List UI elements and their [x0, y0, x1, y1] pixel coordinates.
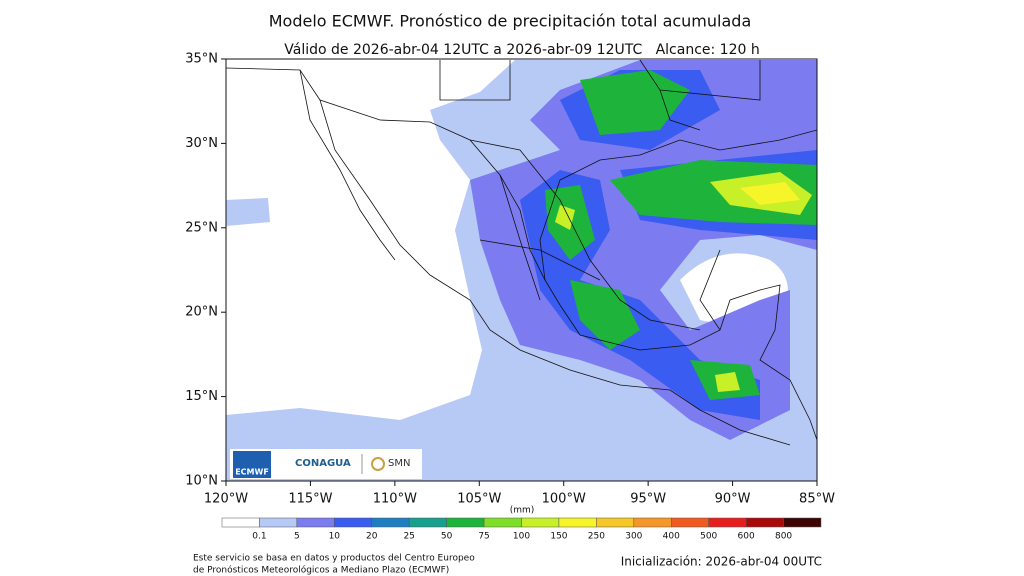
colorbar-label: 25	[403, 532, 414, 542]
initialization: Inicialización: 2026-abr-04 00UTC	[621, 555, 822, 569]
colorbar-label: 50	[441, 532, 453, 542]
colorbar-label: 300	[625, 532, 642, 542]
colorbar-label: 150	[550, 532, 567, 542]
colorbar-swatch	[221, 517, 260, 528]
x-tick-label: 95°W	[630, 492, 666, 507]
colorbar-label: 800	[775, 532, 792, 542]
colorbar-swatch	[708, 517, 747, 528]
y-tick-label: 25°N	[185, 220, 218, 235]
logo-smn: SMN	[388, 458, 410, 469]
colorbar-swatch	[296, 517, 335, 528]
colorbar-label: 5	[294, 532, 300, 542]
colorbar-label: 0.1	[252, 532, 266, 542]
colorbar-swatch	[596, 517, 635, 528]
colorbar-swatch	[558, 517, 597, 528]
subtitle: Válido de 2026-abr-04 12UTC a 2026-abr-0…	[284, 42, 759, 58]
colorbar-label: 75	[478, 532, 489, 542]
y-tick-label: 20°N	[185, 305, 218, 320]
colorbar-swatch	[259, 517, 298, 528]
colorbar-swatch	[633, 517, 672, 528]
y-tick-label: 30°N	[185, 136, 218, 151]
y-tick-label: 15°N	[185, 389, 218, 404]
x-tick-label: 90°W	[715, 492, 751, 507]
logos: ECMWF CONAGUA SMN	[230, 449, 422, 479]
x-tick-label: 120°W	[204, 492, 248, 507]
logo-ecmwf: ECMWF	[235, 468, 269, 477]
colorbar-swatch	[745, 517, 784, 528]
colorbar-swatch	[483, 517, 522, 528]
colorbar-swatch	[371, 517, 410, 528]
colorbar-label: 10	[329, 532, 341, 542]
colorbar-swatch	[334, 517, 372, 528]
colorbar-label: 400	[663, 532, 680, 542]
x-tick-label: 100°W	[542, 492, 586, 507]
footer-line: Este servicio se basa en datos y product…	[193, 554, 475, 564]
y-tick-label: 35°N	[185, 52, 218, 67]
colorbar-swatch	[783, 517, 822, 528]
colorbar-swatch	[521, 517, 560, 528]
colorbar-swatch	[408, 517, 447, 528]
x-tick-label: 105°W	[457, 492, 501, 507]
colorbar-swatch	[446, 517, 485, 528]
title: Modelo ECMWF. Pronóstico de precipitació…	[269, 12, 752, 31]
x-tick-label: 110°W	[373, 492, 417, 507]
colorbar-label: 20	[366, 532, 378, 542]
map: ECMWF CONAGUA SMN	[225, 58, 818, 482]
y-tick-label: 10°N	[185, 474, 218, 489]
colorbar-label: 100	[513, 532, 530, 542]
colorbar-unit: (mm)	[510, 506, 535, 516]
x-tick-label: 85°W	[799, 492, 835, 507]
colorbar-label: 250	[588, 532, 605, 542]
colorbar-label: 500	[700, 532, 717, 542]
colorbar-label: 600	[738, 532, 755, 542]
colorbar-swatch	[671, 517, 709, 528]
footer-line: de Pronósticos Meteorológicos a Mediano …	[193, 565, 449, 576]
logo-conagua: CONAGUA	[295, 458, 351, 469]
x-tick-label: 115°W	[288, 492, 332, 507]
